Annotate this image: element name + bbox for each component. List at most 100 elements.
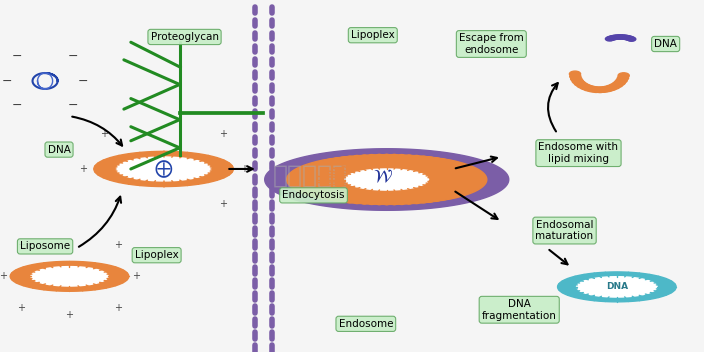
- Text: Lipoplex: Lipoplex: [351, 30, 395, 40]
- Circle shape: [273, 182, 280, 185]
- Polygon shape: [348, 170, 425, 189]
- Polygon shape: [94, 151, 233, 187]
- Text: Lipoplex: Lipoplex: [134, 250, 179, 260]
- Circle shape: [285, 165, 292, 168]
- Circle shape: [364, 205, 371, 209]
- Circle shape: [492, 184, 499, 187]
- Circle shape: [294, 161, 301, 165]
- Text: −: −: [12, 50, 23, 63]
- Circle shape: [617, 75, 629, 81]
- Circle shape: [403, 150, 410, 154]
- Circle shape: [272, 176, 279, 179]
- Circle shape: [273, 174, 280, 177]
- Text: $\bigoplus$: $\bigoplus$: [154, 158, 173, 180]
- Text: +: +: [0, 271, 7, 281]
- Text: 英瀚斯生物: 英瀚斯生物: [272, 164, 348, 188]
- Text: Liposome: Liposome: [20, 241, 70, 251]
- Circle shape: [372, 150, 379, 153]
- Circle shape: [458, 199, 465, 202]
- Circle shape: [277, 170, 284, 174]
- Circle shape: [627, 37, 634, 41]
- Circle shape: [349, 151, 356, 155]
- Circle shape: [432, 152, 439, 156]
- Circle shape: [395, 206, 402, 209]
- Text: −: −: [1, 75, 12, 87]
- Circle shape: [417, 151, 425, 155]
- Circle shape: [379, 150, 386, 153]
- Circle shape: [279, 187, 286, 191]
- Text: +: +: [219, 199, 227, 209]
- Circle shape: [468, 160, 475, 163]
- Circle shape: [289, 193, 296, 196]
- Circle shape: [275, 172, 282, 175]
- Circle shape: [272, 180, 279, 183]
- Circle shape: [285, 191, 292, 194]
- Circle shape: [583, 85, 594, 91]
- Circle shape: [598, 87, 610, 92]
- Circle shape: [490, 186, 497, 189]
- Circle shape: [328, 153, 334, 157]
- Circle shape: [468, 196, 475, 199]
- Circle shape: [341, 204, 348, 207]
- Circle shape: [463, 197, 470, 201]
- Text: +: +: [17, 240, 25, 250]
- Circle shape: [403, 205, 410, 209]
- Circle shape: [494, 180, 501, 183]
- Circle shape: [439, 153, 446, 157]
- Circle shape: [294, 194, 301, 198]
- Polygon shape: [31, 266, 108, 286]
- Circle shape: [463, 158, 470, 162]
- Circle shape: [410, 205, 417, 208]
- Circle shape: [617, 35, 625, 39]
- Circle shape: [425, 204, 432, 207]
- Circle shape: [334, 152, 341, 156]
- Circle shape: [303, 158, 310, 162]
- Circle shape: [328, 202, 334, 206]
- Circle shape: [425, 152, 432, 155]
- Polygon shape: [558, 272, 676, 302]
- Circle shape: [321, 201, 328, 205]
- Text: +: +: [132, 271, 139, 281]
- Polygon shape: [11, 262, 129, 291]
- Text: +: +: [80, 164, 87, 174]
- Circle shape: [315, 200, 322, 203]
- Circle shape: [591, 87, 602, 93]
- Circle shape: [616, 78, 627, 83]
- Circle shape: [452, 200, 458, 203]
- Text: −: −: [12, 99, 23, 112]
- Text: Proteoglycan: Proteoglycan: [151, 32, 218, 42]
- Circle shape: [607, 36, 615, 40]
- Circle shape: [432, 203, 439, 207]
- Circle shape: [334, 203, 341, 207]
- Polygon shape: [287, 154, 486, 205]
- Circle shape: [395, 150, 402, 153]
- Polygon shape: [317, 162, 456, 197]
- Circle shape: [618, 73, 629, 78]
- Circle shape: [605, 37, 614, 41]
- Circle shape: [477, 163, 484, 166]
- Circle shape: [494, 176, 501, 179]
- Circle shape: [303, 197, 310, 201]
- Circle shape: [580, 84, 591, 90]
- Polygon shape: [577, 277, 657, 297]
- Circle shape: [624, 36, 631, 40]
- Circle shape: [605, 85, 617, 90]
- Circle shape: [571, 76, 582, 82]
- Circle shape: [417, 205, 425, 208]
- Circle shape: [488, 168, 495, 172]
- Circle shape: [275, 184, 282, 187]
- Circle shape: [610, 36, 618, 40]
- Circle shape: [289, 163, 296, 166]
- Text: +: +: [219, 129, 227, 139]
- Circle shape: [446, 155, 453, 158]
- Text: +: +: [114, 303, 122, 313]
- Circle shape: [298, 196, 305, 199]
- Circle shape: [612, 82, 623, 88]
- Polygon shape: [116, 157, 211, 181]
- Circle shape: [452, 156, 458, 159]
- Circle shape: [473, 194, 480, 198]
- Circle shape: [309, 157, 316, 161]
- Circle shape: [387, 206, 394, 209]
- Circle shape: [570, 71, 581, 77]
- Text: Endosome: Endosome: [339, 319, 393, 329]
